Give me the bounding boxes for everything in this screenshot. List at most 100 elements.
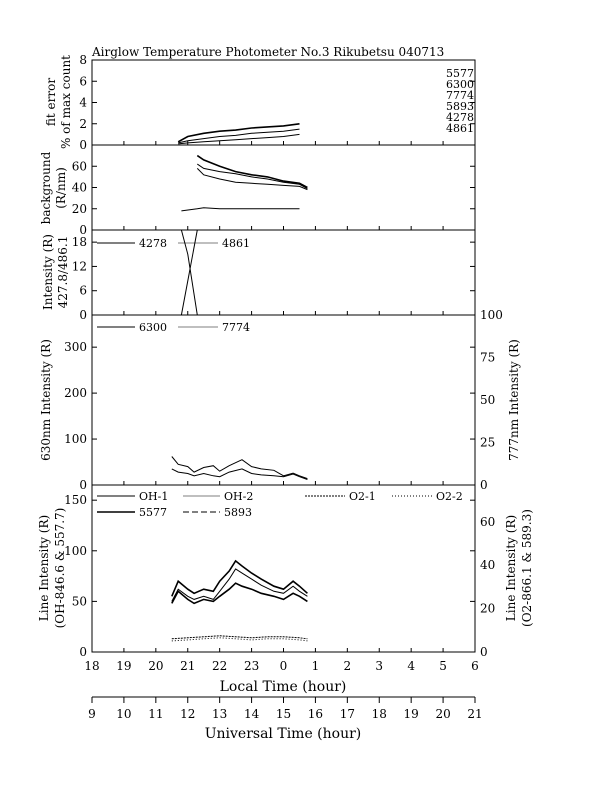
local-time-tick: 21 [180,659,195,673]
y-tick-label: 60 [72,159,87,173]
background-ylabel: background [39,151,53,224]
y-tick-label: 6 [79,284,87,298]
ut-tick-label: 13 [212,707,227,721]
y-tick-label: 50 [72,594,87,608]
fit-error-legend-5893: 5893 [446,100,474,113]
y-tick-label: 100 [64,544,87,558]
fit-error-legend-6300: 6300 [446,78,474,91]
fit-error-legend-4861: 4861 [446,122,474,135]
line-intensity-ylabel-right: Line Intensity (R) [504,515,518,621]
y-tick-label-right: 60 [480,515,495,529]
series-4278-line [180,229,198,316]
local-time-tick: 3 [375,659,383,673]
legend-oh2: OH-2 [224,490,253,503]
local-time-tick: 5 [439,659,447,673]
ut-tick-label: 10 [116,707,131,721]
y-tick-label-right: 100 [480,308,503,322]
series-OH-2-line [171,568,308,602]
series-4861-line [180,229,198,316]
local-time-tick: 0 [280,659,288,673]
y-tick-label: 2 [79,117,87,131]
y-tick-label-right: 75 [480,351,495,365]
ut-tick-label: 14 [244,707,260,721]
series-bg-2-line [196,168,308,191]
series-5577-line [177,123,300,143]
line-intensity-ylabel-sub: (OH-846.6 & 557.7) [53,508,67,629]
y-tick-label: 4 [79,96,87,110]
y-tick-label: 40 [72,181,87,195]
series-5577-line [171,582,308,605]
y-tick-label: 150 [64,493,87,507]
chart-title: Airglow Temperature Photometer No.3 Riku… [91,45,444,59]
y-tick-label: 0 [79,138,87,152]
legend-5577: 5577 [139,506,167,519]
ut-tick-label: 15 [276,707,291,721]
oi630-ylabel: 630nm Intensity (R) [39,339,53,461]
y-tick-label: 0 [79,308,87,322]
ut-tick-label: 20 [435,707,450,721]
y-tick-label: 20 [72,202,87,216]
panel-frame [91,314,476,486]
line-intensity-ylabel: Line Intensity (R) [37,515,51,621]
local-time-label: Local Time (hour) [220,679,347,695]
intensity-ylabel: Intensity (R) [41,234,55,310]
legend-oh1: OH-1 [139,490,168,503]
series-bg-1-line [197,163,308,190]
oi777-ylabel: 777nm Intensity (R) [507,339,521,461]
local-time-tick: 22 [212,659,227,673]
y-tick-label: 0 [79,478,87,492]
fit-error-ylabel-sub: % of max count [59,55,73,149]
series-O2-1-line [171,635,308,640]
legend-6300: 6300 [139,321,167,334]
legend-4278: 4278 [139,237,167,250]
ut-tick-label: 17 [340,707,355,721]
y-tick-label: 100 [64,432,87,446]
ut-tick-label: 11 [148,707,163,721]
series-6300-line [178,128,300,144]
series-6300-line [171,456,308,480]
background-ylabel-sub: (R/nm) [54,167,68,209]
y-tick-label-right: 0 [480,478,488,492]
y-tick-label: 300 [64,340,87,354]
fit-error-legend-4278: 4278 [446,111,474,124]
y-tick-label: 0 [79,645,87,659]
panel-frame [91,59,476,146]
legend-4861: 4861 [222,237,250,250]
fit-error-legend-7774: 7774 [446,89,474,102]
panel-frame [91,144,476,231]
y-tick-label: 12 [72,259,87,273]
fit-error-legend-5577: 5577 [446,67,474,80]
y-tick-label: 8 [79,53,87,67]
series-7774-line [171,468,308,480]
ut-tick-label: 21 [467,707,482,721]
y-tick-label-right: 20 [480,602,495,616]
local-time-tick: 2 [344,659,352,673]
local-time-tick: 23 [244,659,259,673]
y-tick-label-right: 40 [480,558,495,572]
legend-o21: O2-1 [349,490,376,503]
legend-5893: 5893 [224,506,252,519]
series-O2-2-line [171,637,308,642]
local-time-tick: 4 [407,659,415,673]
y-tick-label: 200 [64,386,87,400]
ut-tick-label: 16 [308,707,323,721]
fit-error-ylabel: fit error [44,78,58,126]
y-tick-label-right: 0 [480,645,488,659]
series-bg-0-line [196,154,308,189]
series-OH-1-line [171,559,308,597]
y-tick-label-right: 25 [480,436,495,450]
local-time-tick: 19 [116,659,131,673]
ut-tick-label: 12 [180,707,195,721]
y-tick-label: 0 [79,223,87,237]
legend-7774: 7774 [222,321,250,334]
y-tick-label: 18 [72,235,87,249]
local-time-tick: 18 [84,659,99,673]
local-time-tick: 20 [148,659,163,673]
legend-o22: O2-2 [436,490,463,503]
series-4861-line [178,133,300,145]
local-time-tick: 1 [312,659,320,673]
series-bg-3-line [181,207,300,212]
line-intensity-ylabel-right-sub: (O2-866.1 & 589.3) [520,509,534,627]
ut-label: Universal Time (hour) [205,726,362,742]
